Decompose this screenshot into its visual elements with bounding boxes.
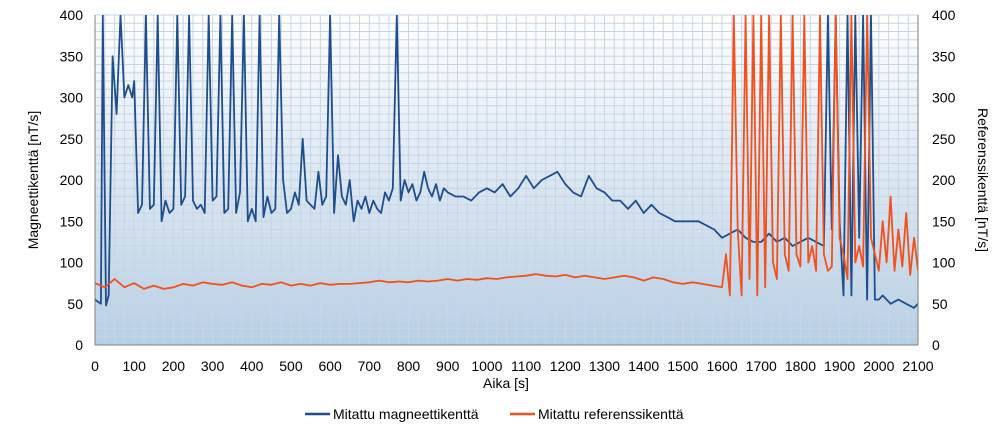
y-tick-label-left: 400	[60, 7, 84, 23]
series-group	[95, 15, 918, 309]
x-tick-label: 900	[436, 358, 460, 374]
x-tick-label: 600	[318, 358, 342, 374]
y-tick-label-left: 250	[60, 131, 84, 147]
x-tick-label: 2100	[902, 358, 933, 374]
y-tick-label-left: 350	[60, 48, 84, 64]
y-tick-label-left: 50	[67, 296, 83, 312]
x-tick-label: 1700	[746, 358, 777, 374]
x-tick-label: 1300	[589, 358, 620, 374]
legend-label-referenssikentta: Mitattu referenssikenttä	[538, 406, 684, 422]
x-tick-label: 1800	[785, 358, 816, 374]
x-tick-label: 200	[162, 358, 186, 374]
y-tick-label-right: 100	[932, 255, 956, 271]
x-tick-label: 500	[279, 358, 303, 374]
y-tick-label-left: 0	[75, 337, 83, 353]
y-tick-label-right: 300	[932, 90, 956, 106]
x-tick-label: 1400	[628, 358, 659, 374]
y-tick-label-right: 0	[932, 337, 940, 353]
y-tick-label-right: 250	[932, 131, 956, 147]
x-tick-label: 400	[240, 358, 264, 374]
y-axis-right-title: Referenssikenttä [nT/s]	[975, 108, 991, 252]
x-tick-label: 2000	[863, 358, 894, 374]
tick-labels: 0 100 200 300 400 500 600 700 800 900 1000 1100 1200…	[60, 7, 956, 374]
x-tick-label: 300	[201, 358, 225, 374]
series-line-referenssikentta	[95, 15, 918, 297]
y-axis-left-title: Magneettikenttä [nT/s]	[25, 111, 41, 250]
x-tick-label: 700	[358, 358, 382, 374]
x-tick-label: 1200	[550, 358, 581, 374]
x-tick-label: 1100	[511, 358, 541, 374]
x-tick-label: 1000	[471, 358, 502, 374]
legend: Mitattu magneettikenttä Mitattu referens…	[305, 406, 684, 422]
y-tick-label-right: 350	[932, 48, 956, 64]
x-tick-label: 1600	[706, 358, 737, 374]
x-tick-label: 0	[91, 358, 99, 374]
y-tick-label-right: 50	[932, 296, 948, 312]
x-tick-label: 800	[397, 358, 421, 374]
y-tick-label-left: 100	[60, 255, 84, 271]
y-tick-label-right: 200	[932, 172, 956, 188]
x-tick-label: 1500	[667, 358, 698, 374]
y-tick-label-left: 200	[60, 172, 84, 188]
x-axis-title: Aika [s]	[483, 375, 529, 391]
y-tick-label-left: 150	[60, 213, 84, 229]
y-tick-label-right: 400	[932, 7, 956, 23]
x-tick-label: 1900	[824, 358, 855, 374]
y-tick-label-left: 300	[60, 90, 84, 106]
y-tick-label-right: 150	[932, 213, 956, 229]
legend-label-magneettikentta: Mitattu magneettikenttä	[333, 406, 479, 422]
x-tick-label: 100	[123, 358, 147, 374]
